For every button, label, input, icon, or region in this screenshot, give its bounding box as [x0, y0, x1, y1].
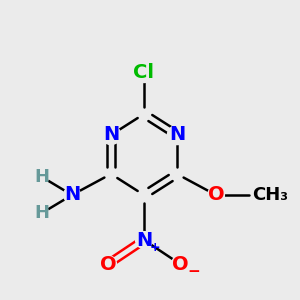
Circle shape — [172, 256, 188, 272]
Circle shape — [101, 125, 121, 145]
Text: CH₃: CH₃ — [252, 186, 288, 204]
Circle shape — [208, 187, 224, 203]
Circle shape — [35, 170, 49, 184]
Text: N: N — [136, 230, 152, 250]
Text: N: N — [103, 125, 119, 145]
Text: Cl: Cl — [134, 62, 154, 82]
Text: H: H — [34, 204, 50, 222]
Circle shape — [100, 256, 116, 272]
Text: O: O — [172, 254, 188, 274]
Circle shape — [134, 61, 154, 82]
Text: O: O — [208, 185, 224, 205]
Circle shape — [64, 187, 80, 203]
Text: +: + — [149, 241, 160, 254]
Text: O: O — [100, 254, 116, 274]
Text: N: N — [169, 125, 185, 145]
Text: N: N — [64, 185, 80, 205]
Circle shape — [167, 125, 187, 145]
Text: H: H — [34, 168, 50, 186]
Text: −: − — [187, 264, 200, 279]
Circle shape — [35, 206, 49, 220]
Circle shape — [136, 232, 152, 248]
